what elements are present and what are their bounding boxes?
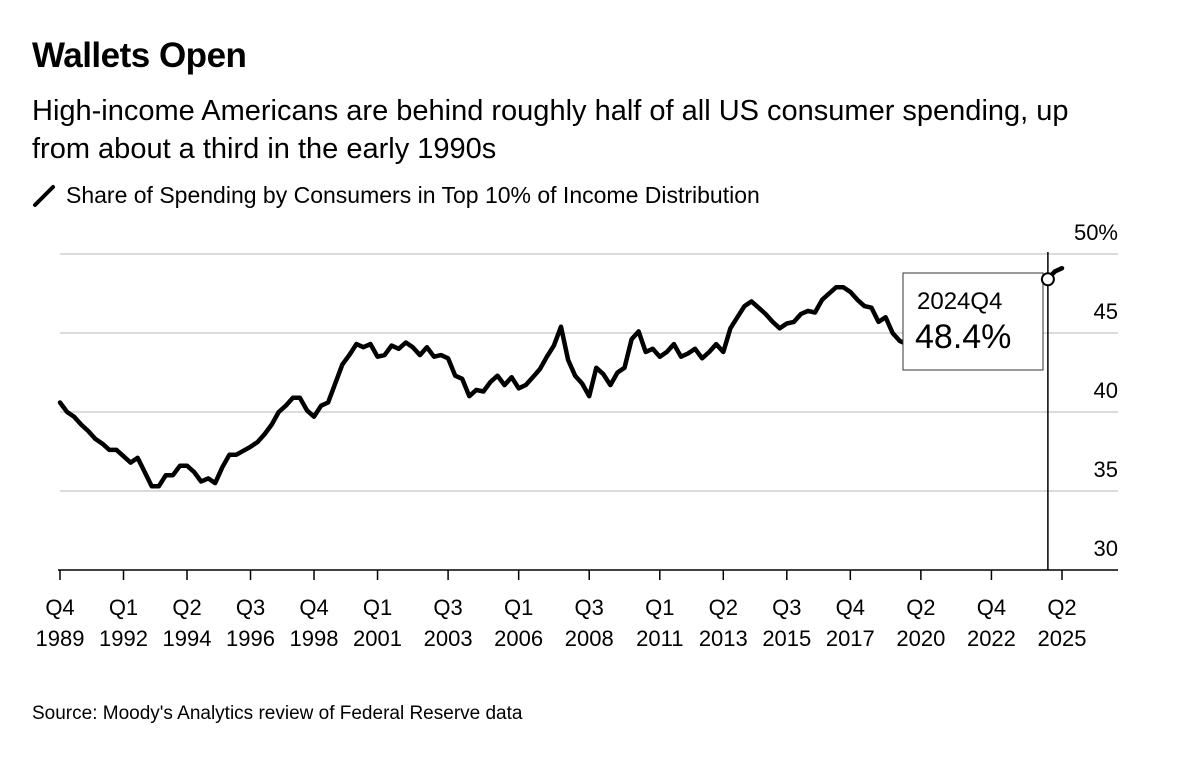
x-tick-label-year: 2008 [565, 626, 614, 651]
chart-title: Wallets Open [32, 36, 247, 75]
x-tick-label-quarter: Q4 [977, 595, 1006, 620]
legend-label: Share of Spending by Consumers in Top 10… [66, 182, 760, 208]
tooltip-box [902, 272, 1044, 371]
x-axis: Q4 1989 Q1 1992 Q2 1994 Q3 1996 Q4 1998 Q1 2001 Q3 20… [36, 570, 1087, 651]
tooltip-value: 48.4% [915, 318, 1011, 356]
x-tick-label-quarter: Q4 [836, 595, 865, 620]
y-tick-label: 30 [1094, 536, 1118, 561]
x-tick-label-year: 1989 [36, 626, 85, 651]
x-tick-label-quarter: Q1 [645, 595, 674, 620]
x-tick-label-quarter: Q3 [236, 595, 265, 620]
x-tick-label-quarter: Q3 [772, 595, 801, 620]
x-tick-label-year: 2001 [353, 626, 402, 651]
x-tick-label-year: 2022 [967, 626, 1016, 651]
x-tick-label-year: 1998 [290, 626, 339, 651]
x-tick-label-year: 2013 [699, 626, 748, 651]
y-tick-label: 35 [1094, 457, 1118, 482]
x-tick-label-year: 2015 [762, 626, 811, 651]
legend-line-icon [33, 184, 55, 207]
y-tick-label: 45 [1094, 299, 1118, 324]
y-tick-label: 40 [1094, 378, 1118, 403]
gridlines [58, 253, 1118, 571]
chart-subtitle: High-income Americans are behind roughly… [32, 95, 1069, 165]
x-tick-label-quarter: Q1 [504, 595, 533, 620]
x-tick-label-year: 1992 [99, 626, 148, 651]
legend: Share of Spending by Consumers in Top 10… [32, 182, 760, 209]
x-tick-label-year: 2011 [636, 626, 683, 651]
tooltip-period: 2024Q4 [917, 288, 1002, 315]
x-tick-label-quarter: Q2 [1047, 595, 1076, 620]
x-tick-label-quarter: Q4 [299, 595, 328, 620]
x-tick-label-quarter: Q3 [575, 595, 604, 620]
x-tick-label-year: 2003 [424, 626, 473, 651]
x-tick-label-quarter: Q1 [363, 595, 392, 620]
y-axis-labels: 30 35 40 45 50% [1074, 220, 1118, 561]
highlight-group: 2024Q4 48.4% [902, 252, 1055, 570]
x-tick-label-quarter: Q4 [45, 595, 74, 620]
series-line [57, 265, 1065, 489]
source-note: Source: Moody's Analytics review of Fede… [32, 703, 523, 724]
x-tick-label-year: 1996 [226, 626, 275, 651]
x-tick-label-quarter: Q1 [109, 595, 138, 620]
series-group [57, 265, 1065, 489]
y-tick-label: 50% [1074, 220, 1118, 245]
x-tick-label-quarter: Q3 [433, 595, 462, 620]
x-tick-label-year: 2006 [494, 626, 543, 651]
x-tick-label-year: 1994 [163, 626, 212, 651]
x-tick-label-quarter: Q2 [906, 595, 935, 620]
x-tick-label-year: 2017 [826, 626, 875, 651]
x-tick-label-year: 2025 [1038, 626, 1087, 651]
highlight-point [1040, 272, 1055, 287]
x-tick-label-quarter: Q2 [172, 595, 201, 620]
x-tick-label-year: 2020 [896, 626, 945, 651]
x-tick-label-quarter: Q2 [709, 595, 738, 620]
